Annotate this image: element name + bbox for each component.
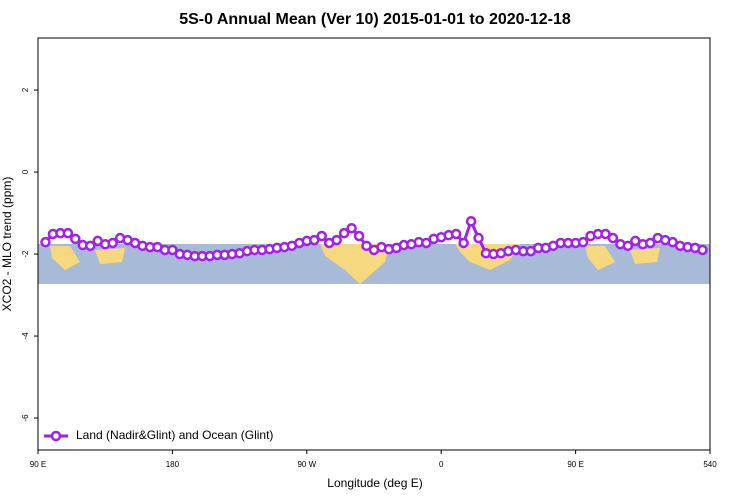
- y-tick-label: 2: [21, 87, 30, 92]
- point: [465, 215, 477, 227]
- legend-label: Land (Nadir&Glint) and Ocean (Glint): [76, 428, 273, 442]
- point: [70, 233, 81, 245]
- chart-title: 5S-0 Annual Mean (Ver 10) 2015-01-01 to …: [179, 11, 571, 28]
- point: [62, 227, 74, 239]
- point: [107, 237, 118, 249]
- x-tick-label: 90 E: [567, 460, 583, 469]
- y-tick-label: -6: [21, 414, 30, 422]
- point: [458, 237, 469, 249]
- plot-frame: [37, 37, 711, 451]
- point: [450, 228, 462, 240]
- y-tick-label: -2: [21, 250, 30, 258]
- point: [697, 244, 708, 256]
- point: [331, 234, 342, 246]
- point: [338, 227, 350, 239]
- x-tick-label: 0: [439, 460, 444, 469]
- point: [421, 237, 432, 249]
- point: [353, 230, 365, 242]
- y-tick-label: 0: [21, 169, 30, 174]
- point: [600, 228, 611, 240]
- x-tick-label: 90 E: [30, 460, 46, 469]
- point: [361, 240, 372, 252]
- point: [85, 240, 96, 252]
- point: [40, 236, 51, 248]
- point: [577, 236, 589, 248]
- point: [473, 232, 484, 244]
- x-axis-label: Longitude (deg E): [327, 476, 422, 490]
- point: [346, 222, 357, 234]
- point: [316, 230, 327, 242]
- x-tick-label: 90 W: [297, 460, 316, 469]
- point: [309, 234, 320, 246]
- y-tick-label: -4: [21, 332, 30, 340]
- x-tick-label: 540: [703, 460, 717, 469]
- point: [622, 240, 634, 252]
- legend-marker: [50, 430, 62, 442]
- point: [167, 244, 178, 256]
- x-tick-label: 180: [166, 460, 180, 469]
- point: [645, 237, 656, 249]
- point: [607, 232, 619, 244]
- y-axis-label: XCO2 - MLO trend (ppm): [0, 177, 14, 312]
